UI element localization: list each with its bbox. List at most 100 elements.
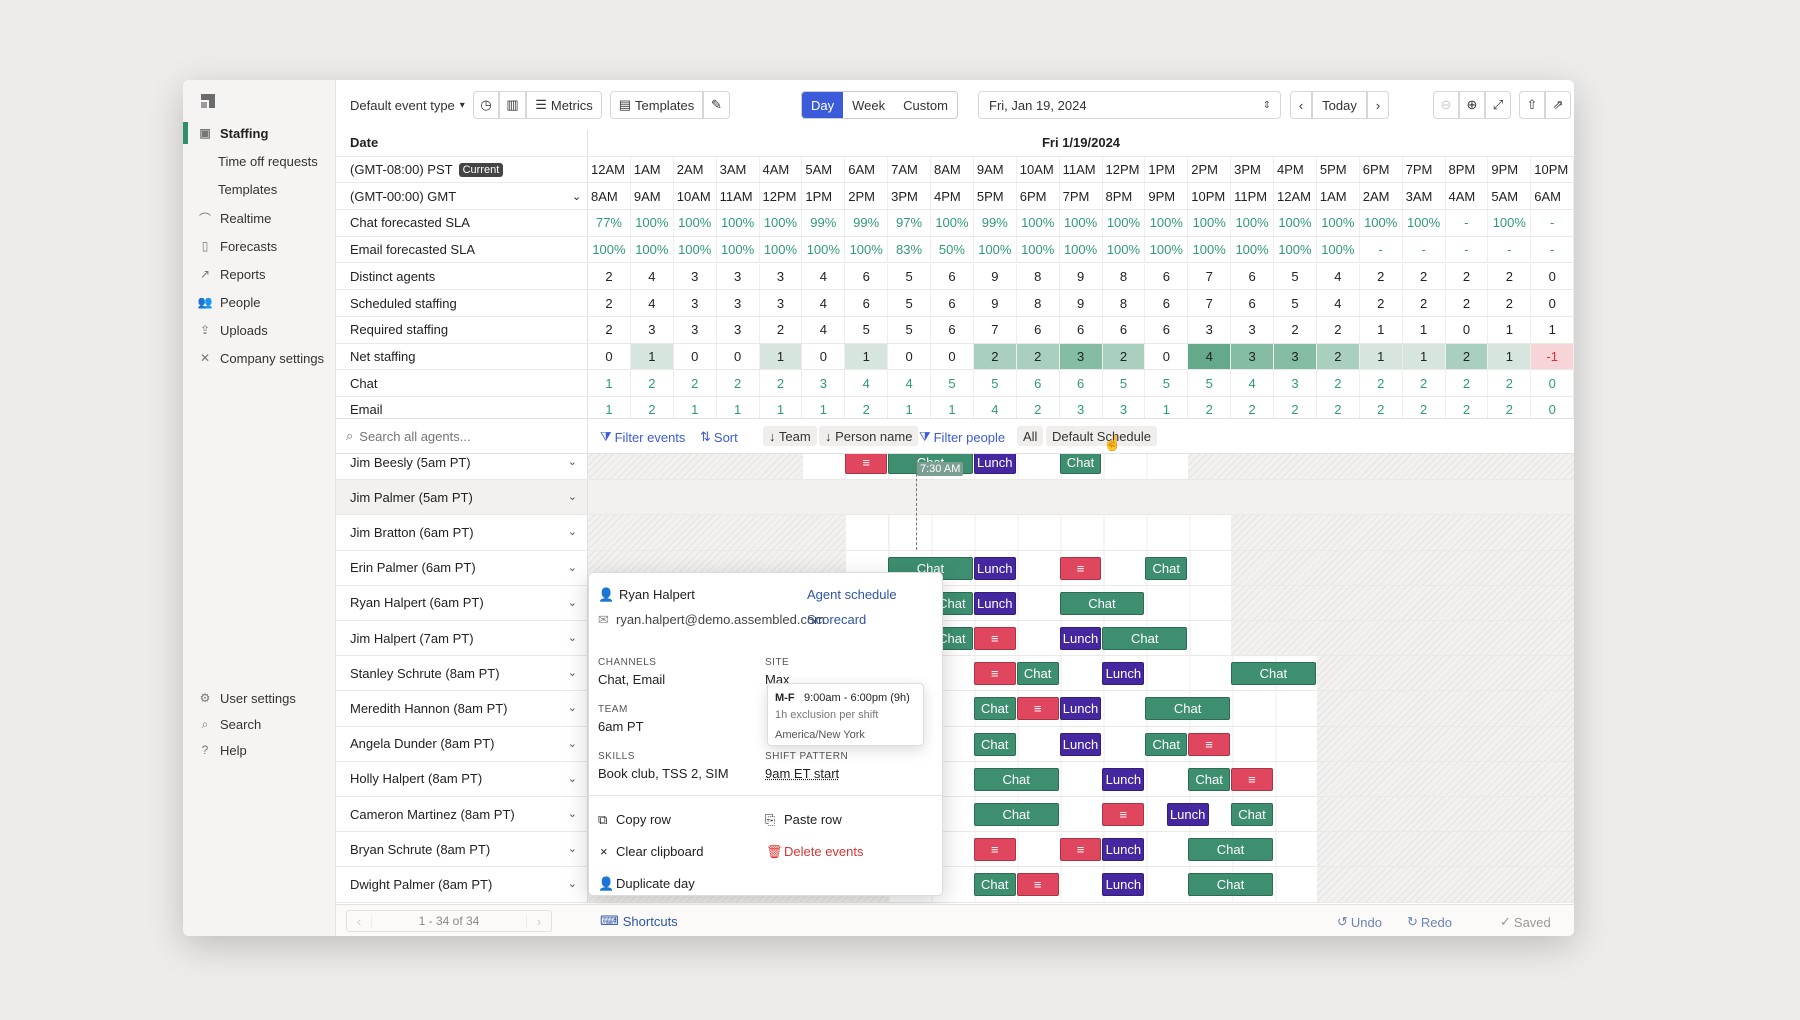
chat-event[interactable]: Chat — [1188, 873, 1273, 897]
view-tab-day[interactable]: Day — [802, 92, 844, 118]
shortcuts-button[interactable]: ⌨ Shortcuts — [600, 913, 678, 929]
sidebar-item-help[interactable]: ? Help — [183, 736, 336, 764]
chevron-down-icon[interactable]: ⌄ — [567, 702, 577, 715]
chevron-down-icon[interactable]: ⌄ — [567, 561, 577, 574]
templates-button[interactable]: ▤ Templates — [610, 91, 703, 119]
chevron-down-icon[interactable]: ⌄ — [567, 737, 577, 750]
filter-chip-all[interactable]: All — [1017, 426, 1044, 446]
agent-name-cell[interactable]: Stanley Schrute (8am PT) ⌄ — [336, 656, 588, 691]
chevron-down-icon[interactable]: ⌄ — [567, 808, 577, 820]
sidebar-item-search[interactable]: ⌕ Search — [183, 710, 336, 738]
lunch-event[interactable]: Lunch — [1102, 873, 1145, 897]
chevron-down-icon[interactable]: ⌄ — [567, 632, 577, 644]
clear-clipboard-button[interactable]: Clear clipboard — [616, 844, 704, 859]
sort-chip-person-name[interactable]: ↓ Person name — [819, 426, 919, 446]
next-page-button[interactable]: › — [536, 913, 542, 929]
lunch-event[interactable]: Lunch — [973, 454, 1016, 474]
chat-event[interactable]: Chat — [1059, 454, 1102, 474]
note-event[interactable]: ≡ — [1188, 732, 1231, 756]
chat-event[interactable]: Chat — [1145, 732, 1188, 756]
history-icon-button[interactable]: ◷ — [473, 91, 499, 119]
lunch-event[interactable]: Lunch — [1166, 803, 1209, 826]
note-event[interactable]: ≡ — [1231, 767, 1273, 791]
prev-page-button[interactable]: ‹ — [356, 913, 362, 929]
agent-name-cell[interactable]: Bryan Schrute (8am PT) ⌄ — [336, 832, 588, 867]
sidebar-item-realtime[interactable]: ⌒ Realtime — [183, 204, 336, 232]
note-event[interactable]: ≡ — [1059, 556, 1102, 580]
prev-day-button[interactable]: ‹ — [1290, 91, 1312, 119]
view-tab-week[interactable]: Week — [852, 97, 886, 113]
view-tab-custom[interactable]: Custom — [903, 97, 948, 113]
chat-event[interactable]: Chat — [1188, 767, 1231, 791]
agent-name-cell[interactable]: Angela Dunder (8am PT) ⌄ — [336, 726, 588, 761]
agent-schedule-link[interactable]: Agent schedule — [807, 587, 897, 602]
chat-event[interactable]: Chat — [1102, 627, 1188, 650]
magic-wand-button[interactable]: ✎ — [703, 91, 730, 119]
agent-name-cell[interactable]: Cameron Martinez (8am PT) ⌄ — [336, 797, 588, 832]
note-event[interactable]: ≡ — [1059, 838, 1102, 862]
delete-events-button[interactable]: Delete events — [784, 844, 864, 859]
sidebar-item-forecasts[interactable]: ▯ Forecasts — [183, 232, 336, 260]
zoom-out-button[interactable]: ⊖ — [1433, 91, 1459, 119]
chat-event[interactable]: Chat — [1188, 838, 1273, 862]
agent-name-cell[interactable]: Holly Halpert (8am PT) ⌄ — [336, 761, 588, 796]
chevron-down-icon[interactable]: ⌄ — [567, 878, 577, 891]
sort-chip-team[interactable]: ↓ Team — [763, 426, 817, 446]
sidebar-item-uploads[interactable]: ⇪ Uploads — [183, 316, 336, 344]
zoom-in-button[interactable]: ⊕ — [1459, 91, 1485, 119]
chat-event[interactable]: Chat — [973, 767, 1059, 791]
event-type-dropdown[interactable]: Default event type ▾ — [344, 91, 469, 119]
agent-name-cell[interactable]: Dwight Palmer (8am PT) ⌄ — [336, 867, 588, 902]
chat-event[interactable]: Chat — [1145, 697, 1231, 721]
gmt-timezone-select[interactable]: (GMT-00:00) GMT ⌄ — [336, 183, 588, 210]
upload-button[interactable]: ⇧ — [1519, 91, 1545, 119]
chat-event[interactable]: Chat — [1231, 662, 1316, 686]
lunch-event[interactable]: Lunch — [973, 556, 1016, 580]
filter-events-button[interactable]: ⧩ Filter events — [600, 427, 685, 447]
chat-event[interactable]: Chat — [973, 873, 1016, 897]
agent-name-cell[interactable]: Jim Palmer (5am PT) ⌄ — [336, 480, 588, 515]
shift-pattern-value[interactable]: 9am ET start — [765, 766, 840, 781]
note-event[interactable]: ≡ — [1016, 697, 1059, 721]
sidebar-item-staffing[interactable]: ▣ Staffing — [183, 119, 336, 147]
sidebar-item-templates[interactable]: Templates — [183, 175, 336, 203]
chevron-down-icon[interactable]: ⌄ — [567, 772, 577, 785]
layout-icon-button[interactable]: ▥ — [499, 91, 526, 119]
expand-button[interactable]: ⤢ — [1485, 91, 1511, 119]
chevron-down-icon[interactable]: ⌄ — [567, 843, 577, 856]
chevron-down-icon[interactable]: ⌄ — [567, 667, 577, 680]
chevron-down-icon[interactable]: ⌄ — [567, 456, 577, 468]
copy-row-button[interactable]: Copy row — [616, 812, 671, 827]
today-button[interactable]: Today — [1312, 91, 1367, 119]
agent-name-cell[interactable]: Erin Palmer (6am PT) ⌄ — [336, 550, 588, 585]
chat-event[interactable]: Chat — [1059, 591, 1145, 615]
note-event[interactable]: ≡ — [973, 662, 1016, 686]
undo-button[interactable]: ↺ Undo — [1337, 914, 1382, 930]
lunch-event[interactable]: Lunch — [1059, 697, 1102, 721]
agent-search[interactable]: ⌕ — [336, 419, 588, 453]
filter-chip-schedule[interactable]: Default Schedule — [1046, 426, 1158, 446]
agent-search-input[interactable] — [359, 428, 560, 444]
chat-event[interactable]: Chat — [1231, 803, 1273, 826]
agent-name-cell[interactable]: Jim Beesly (5am PT) ⌄ — [336, 454, 588, 480]
sidebar-item-user-settings[interactable]: ⚙ User settings — [183, 684, 336, 712]
chat-event[interactable]: Chat — [1016, 662, 1059, 686]
sidebar-item-time-off-requests[interactable]: Time off requests — [183, 147, 336, 175]
chevron-down-icon[interactable]: ⌄ — [567, 596, 577, 609]
note-event[interactable]: ≡ — [973, 838, 1016, 862]
note-event[interactable]: ≡ — [973, 627, 1016, 650]
scorecard-link[interactable]: Scorecard — [807, 612, 867, 627]
lunch-event[interactable]: Lunch — [1059, 627, 1102, 650]
chat-event[interactable]: Chat — [973, 732, 1016, 756]
share-button[interactable]: ⇗ — [1545, 91, 1571, 119]
paste-row-button[interactable]: Paste row — [784, 812, 842, 827]
chat-event[interactable]: Chat — [973, 697, 1016, 721]
lunch-event[interactable]: Lunch — [973, 591, 1016, 615]
chevron-down-icon[interactable]: ⌄ — [567, 526, 577, 539]
lunch-event[interactable]: Lunch — [1059, 732, 1102, 756]
chat-event[interactable]: Chat — [973, 803, 1059, 826]
redo-button[interactable]: ↻ Redo — [1407, 914, 1452, 930]
agent-timeline[interactable] — [588, 480, 1574, 515]
next-day-button[interactable]: › — [1367, 91, 1389, 119]
duplicate-day-button[interactable]: Duplicate day — [616, 876, 695, 891]
